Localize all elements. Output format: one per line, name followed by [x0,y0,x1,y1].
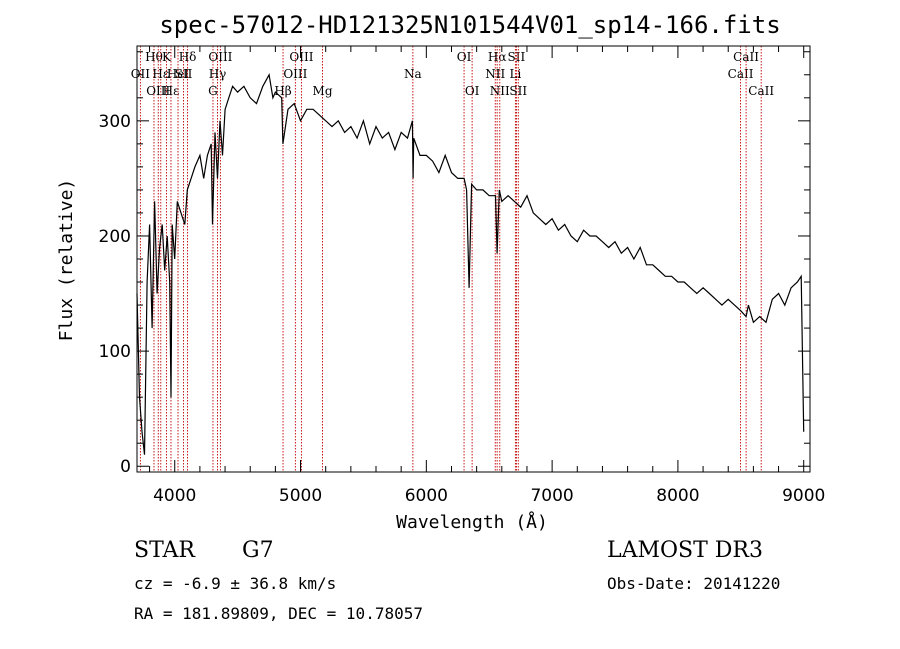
spectral-line-markers: OIIHθOIIIHεKHεHeISIIHδGHγOIIIHβOIIIOIIIM… [131,46,774,472]
x-tick-label: 5000 [279,486,322,506]
spectral-line-label: SII [508,50,526,64]
spectral-line-label: Hθ [145,50,163,64]
spectral-line-label: Na [404,67,422,81]
y-tick-label: 200 [99,227,131,247]
spectral-line-label: NII [485,67,505,81]
spectral-line-label: Mg [313,84,333,98]
spectral-line-label: Hε [163,84,180,98]
y-tick-label: 100 [99,342,131,362]
y-tick-label: 300 [99,112,131,132]
coordinates: RA = 181.89809, DEC = 10.78057 [134,604,423,623]
x-tick-label: 4000 [153,486,196,506]
spectral-line-label: OI [465,84,480,98]
survey-name: LAMOST DR3 [607,538,763,563]
x-tick-label: 6000 [405,486,448,506]
x-tick-label: 8000 [656,486,699,506]
x-axis-label: Wavelength (Å) [396,511,548,533]
y-axis-ticks: 0 100 200 300 [99,51,810,477]
redshift-velocity: cz = -6.9 ± 36.8 km/s [134,574,337,593]
object-type: STAR [134,538,195,563]
spectral-line-label: SII [175,67,193,81]
spectral-line-label: CaII [748,84,774,98]
spectral-line-label: OIII [146,84,170,98]
spectral-line-label: G [208,84,218,98]
spectral-line-label: Hδ [179,50,197,64]
spectral-line-label: OIII [208,50,232,64]
spectral-line-label: OII [131,67,151,81]
spectrum-line [136,72,805,455]
spectral-line-label: CaII [733,50,759,64]
spectral-line-label: K [162,50,172,64]
spectral-line-label: Hβ [274,84,291,98]
y-axis-label: Flux (relative) [56,179,77,342]
x-tick-label: 7000 [530,486,573,506]
spectral-line-label: Hε [152,67,169,81]
y-tick-label: 0 [120,457,131,477]
chart-title: spec-57012-HD121325N101544V01_sp14-166.f… [159,11,780,39]
spectral-line-label: OIII [289,50,313,64]
spectral-line-label: Hα [488,50,507,64]
x-axis-ticks: 4000 5000 6000 7000 8000 9000 [149,46,825,506]
plot-frame [136,45,811,473]
observation-date: Obs-Date: 20141220 [607,574,781,593]
spectral-line-label: OIII [283,67,307,81]
spectral-line-label: Hγ [209,67,227,81]
spectral-line-label: SII [509,84,527,98]
spectral-line-label: CaII [728,67,754,81]
spectral-line-label: OI [457,50,472,64]
spectral-line-label: NII [490,84,510,98]
spectral-line-label: Li [509,67,521,81]
x-tick-label: 9000 [782,486,825,506]
spectral-subclass: G7 [242,538,274,563]
